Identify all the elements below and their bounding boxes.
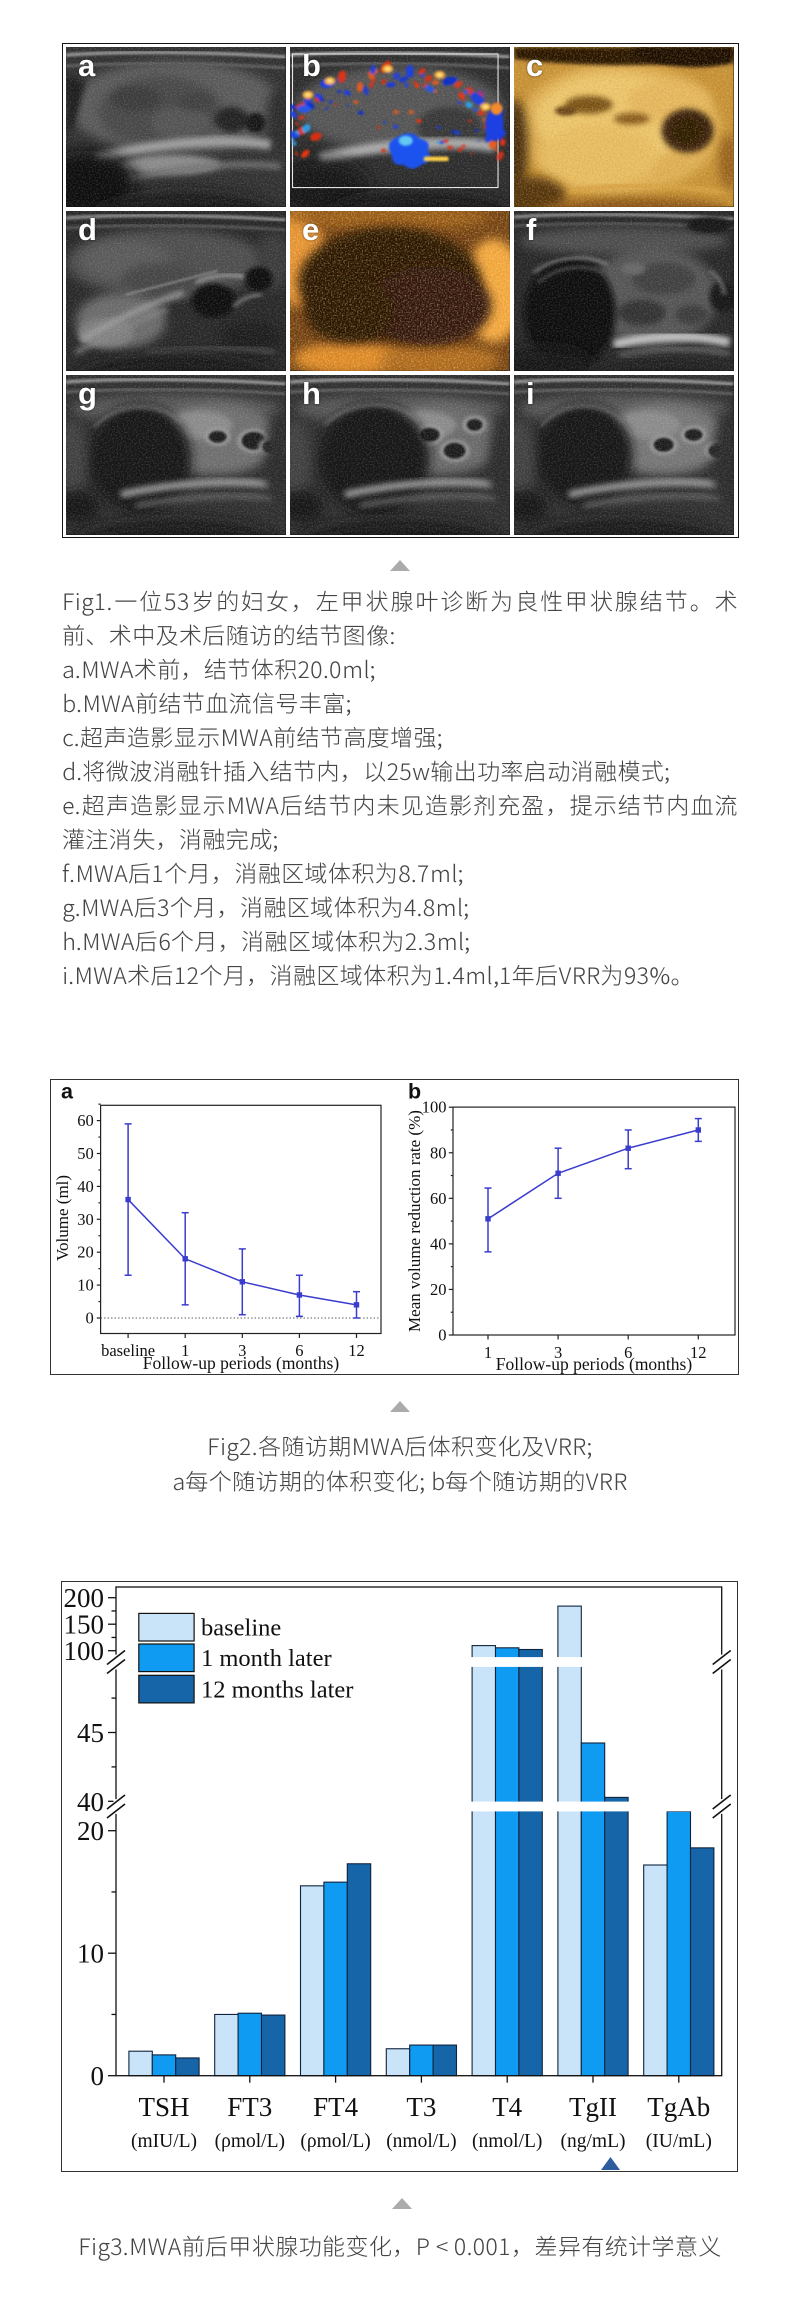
svg-text:30: 30: [77, 1210, 94, 1229]
svg-text:12: 12: [348, 1341, 365, 1360]
svg-text:a: a: [61, 1080, 74, 1104]
svg-text:1 month later: 1 month later: [201, 1645, 332, 1672]
svg-text:(nmol/L): (nmol/L): [386, 2131, 456, 2152]
svg-text:20: 20: [430, 1280, 447, 1299]
svg-text:200: 200: [64, 1583, 105, 1613]
svg-text:40: 40: [430, 1234, 447, 1253]
svg-text:baseline: baseline: [101, 1341, 155, 1360]
svg-text:(mIU/L): (mIU/L): [131, 2131, 197, 2152]
svg-text:150: 150: [64, 1610, 105, 1640]
svg-text:(ρmol/L): (ρmol/L): [300, 2131, 370, 2152]
svg-text:Follow-up periods (months): Follow-up periods (months): [496, 1354, 693, 1374]
svg-text:80: 80: [430, 1143, 447, 1162]
svg-text:60: 60: [430, 1189, 447, 1208]
svg-text:T3: T3: [406, 2092, 436, 2122]
svg-text:Follow-up periods (months): Follow-up periods (months): [143, 1353, 340, 1373]
svg-text:FT4: FT4: [313, 2092, 359, 2122]
svg-text:50: 50: [77, 1144, 94, 1163]
svg-text:10: 10: [77, 1276, 94, 1295]
svg-text:6: 6: [624, 1343, 632, 1362]
svg-text:0: 0: [91, 2061, 105, 2091]
svg-text:12: 12: [690, 1343, 707, 1362]
svg-text:(nmol/L): (nmol/L): [472, 2131, 542, 2152]
svg-text:(ng/mL): (ng/mL): [561, 2131, 626, 2152]
svg-text:(IU/mL): (IU/mL): [646, 2131, 712, 2152]
svg-text:60: 60: [77, 1111, 94, 1130]
svg-text:baseline: baseline: [201, 1614, 281, 1641]
svg-text:40: 40: [77, 1177, 94, 1196]
svg-text:b: b: [408, 1080, 421, 1104]
svg-text:20: 20: [77, 1816, 104, 1846]
svg-text:Volume (ml): Volume (ml): [53, 1175, 72, 1261]
svg-text:0: 0: [438, 1326, 446, 1345]
svg-text:Mean volume reduction rate (%): Mean volume reduction rate (%): [405, 1110, 424, 1332]
svg-text:40: 40: [77, 1787, 104, 1817]
svg-text:TSH: TSH: [138, 2092, 189, 2122]
svg-text:TgII: TgII: [569, 2092, 617, 2122]
svg-text:3: 3: [238, 1341, 246, 1360]
svg-text:12 months later: 12 months later: [201, 1676, 353, 1703]
svg-text:20: 20: [77, 1243, 94, 1262]
svg-text:10: 10: [77, 1939, 104, 1969]
svg-text:45: 45: [77, 1718, 104, 1748]
svg-text:TgAb: TgAb: [647, 2092, 710, 2122]
svg-text:100: 100: [64, 1636, 105, 1666]
svg-text:FT3: FT3: [227, 2092, 272, 2122]
svg-text:1: 1: [181, 1341, 189, 1360]
svg-text:3: 3: [554, 1343, 562, 1362]
svg-text:(ρmol/L): (ρmol/L): [215, 2131, 285, 2152]
svg-text:100: 100: [422, 1098, 447, 1117]
svg-text:T4: T4: [492, 2092, 522, 2122]
svg-text:6: 6: [295, 1341, 303, 1360]
svg-text:1: 1: [484, 1343, 492, 1362]
svg-text:0: 0: [85, 1309, 93, 1328]
